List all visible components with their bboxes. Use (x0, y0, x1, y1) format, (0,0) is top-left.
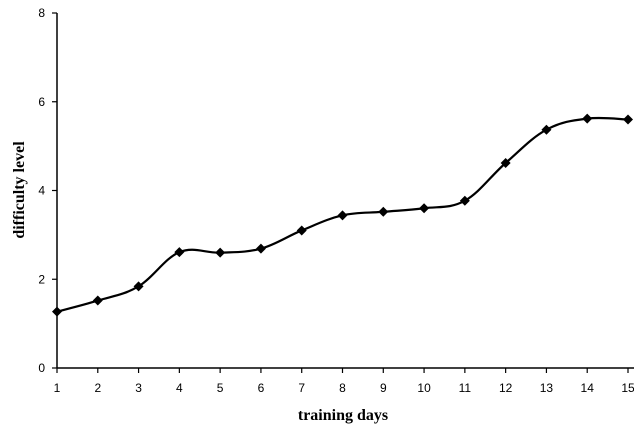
x-tick-label: 5 (217, 381, 224, 395)
y-axis: 0 2 4 6 8 (38, 6, 58, 375)
data-point-marker (623, 114, 633, 125)
data-point-marker (92, 295, 103, 306)
x-tick-label: 13 (540, 381, 554, 395)
x-tick-label: 4 (176, 381, 183, 395)
data-point-marker (378, 206, 389, 217)
x-axis: 1 2 3 4 5 6 7 8 9 10 11 12 13 14 15 (54, 367, 634, 395)
data-point-marker (255, 243, 266, 254)
x-tick-label: 11 (459, 381, 472, 395)
x-tick-label: 6 (258, 381, 265, 395)
x-tick-label: 7 (298, 381, 305, 395)
data-point-marker (419, 203, 430, 214)
y-axis-title: difficulty level (11, 141, 28, 239)
series-difficulty (52, 113, 633, 317)
x-tick-label: 2 (94, 381, 101, 395)
x-tick-label: 15 (621, 381, 634, 395)
y-tick-label: 2 (38, 272, 45, 286)
data-point-marker (582, 113, 593, 124)
x-axis-title: training days (298, 407, 388, 424)
y-tick-label: 4 (38, 184, 45, 198)
data-point-marker (500, 157, 511, 168)
y-tick-label: 6 (38, 95, 45, 109)
y-tick-label: 0 (38, 361, 45, 375)
data-point-marker (337, 210, 348, 221)
x-tick-label: 9 (380, 381, 387, 395)
data-point-marker (459, 195, 470, 206)
data-point-marker (52, 306, 62, 317)
x-tick-label: 3 (135, 381, 142, 395)
x-tick-label: 12 (499, 381, 513, 395)
data-point-marker (296, 225, 307, 236)
data-point-marker (133, 281, 144, 292)
data-point-marker (215, 247, 226, 258)
x-tick-label: 1 (54, 381, 61, 395)
x-tick-label: 8 (339, 381, 346, 395)
data-point-marker (541, 124, 552, 135)
x-tick-label: 10 (417, 381, 431, 395)
y-tick-label: 8 (38, 6, 45, 20)
x-tick-label: 14 (581, 381, 595, 395)
data-point-marker (174, 247, 185, 258)
